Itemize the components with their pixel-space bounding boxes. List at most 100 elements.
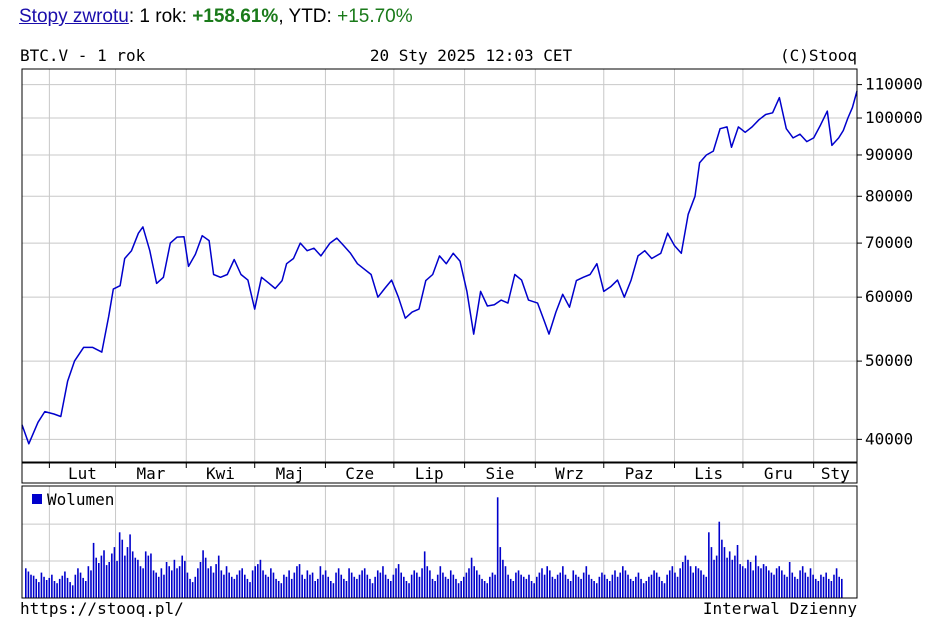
volume-bar	[635, 576, 637, 598]
volume-bar	[246, 578, 249, 598]
volume-bar	[700, 570, 702, 598]
volume-bar	[241, 568, 243, 598]
volume-bar	[324, 570, 327, 598]
volume-bar	[744, 568, 747, 598]
volume-bar	[376, 570, 379, 598]
volume-bar	[118, 532, 121, 598]
volume-bar	[32, 575, 35, 598]
price-plot-frame	[21, 68, 858, 463]
volume-bar	[434, 581, 436, 598]
volume-bar	[290, 578, 293, 598]
volume-bar	[30, 574, 32, 598]
volume-bar	[718, 521, 721, 598]
volume-bar	[504, 566, 507, 598]
volume-bar	[642, 583, 645, 598]
volume-bar	[799, 570, 801, 598]
volume-bar	[366, 574, 369, 598]
volume-bar	[429, 570, 431, 598]
volume-bar	[611, 574, 614, 598]
volume-bar	[51, 574, 53, 598]
volume-legend-swatch	[32, 494, 42, 504]
volume-bar	[457, 583, 460, 598]
copyright-label: (C)Stooq	[780, 46, 857, 65]
volume-bar	[572, 570, 575, 598]
volume-bar	[283, 574, 285, 598]
volume-bar	[494, 574, 496, 598]
volume-bar	[671, 566, 674, 598]
volume-bar	[249, 582, 251, 598]
volume-bar	[27, 571, 30, 598]
period-return-value: +158.61%	[192, 6, 279, 27]
volume-bar	[121, 539, 124, 598]
volume-bar	[562, 566, 564, 598]
price-series	[21, 90, 858, 445]
volume-bar	[645, 581, 648, 598]
volume-bar	[483, 581, 486, 598]
x-tick-label: Paz	[625, 464, 654, 483]
volume-bar	[614, 570, 616, 598]
volume-bar	[204, 557, 207, 598]
x-tick-label: Wrz	[555, 464, 584, 483]
volume-bar	[423, 551, 426, 598]
volume-bar	[215, 564, 217, 598]
volume-bar	[137, 559, 139, 598]
volume-bar	[567, 578, 569, 598]
volume-bar	[272, 572, 275, 598]
x-tick-label: Mar	[136, 464, 165, 483]
returns-link[interactable]: Stopy zwrotu	[19, 6, 129, 27]
volume-bar	[465, 572, 468, 598]
volume-bar	[556, 574, 559, 598]
volume-bar	[801, 566, 804, 598]
volume-bar	[442, 572, 444, 598]
volume-bar	[517, 570, 520, 598]
volume-bar	[530, 581, 533, 598]
volume-bar	[363, 568, 366, 598]
volume-bar	[804, 572, 807, 598]
volume-bar	[569, 581, 572, 598]
volume-bar	[173, 559, 176, 598]
volume-bar	[734, 555, 736, 598]
volume-bar	[814, 578, 817, 598]
volume-bar	[468, 568, 470, 598]
volume-bar	[715, 555, 718, 598]
volume-bar	[170, 570, 173, 598]
volume-bar	[736, 545, 739, 598]
volume-bar	[835, 568, 838, 598]
volume-bar	[408, 583, 410, 598]
volume-bar	[528, 574, 530, 598]
volume-bar	[311, 572, 314, 598]
returns-separator-2: ,	[278, 6, 289, 27]
volume-bar	[705, 576, 708, 598]
volume-bar	[25, 568, 27, 598]
volume-bar	[207, 568, 210, 598]
volume-bar	[79, 572, 82, 598]
volume-bar	[327, 576, 330, 598]
volume-bar	[439, 566, 442, 598]
volume-bar	[335, 572, 337, 598]
volume-bar	[489, 576, 491, 598]
period-label: 1 rok:	[139, 6, 193, 27]
volume-bar	[632, 581, 635, 598]
x-tick-label: Lip	[415, 464, 444, 483]
volume-bar	[314, 581, 316, 598]
volume-bar	[713, 559, 715, 598]
volume-bar	[134, 557, 137, 598]
volume-bar	[43, 576, 45, 598]
volume-bar	[356, 578, 358, 598]
volume-bar	[95, 557, 97, 598]
volume-bar	[721, 539, 723, 598]
volume-bar	[512, 581, 515, 598]
volume-bar	[116, 560, 118, 598]
volume-bar	[507, 574, 509, 598]
volume-bar	[84, 581, 87, 598]
volume-bar	[731, 559, 734, 598]
source-url[interactable]: https://stooq.pl/	[20, 599, 184, 617]
volume-bar	[418, 576, 421, 598]
volume-bar	[470, 557, 473, 598]
x-tick-label: Sie	[486, 464, 515, 483]
volume-bar	[637, 572, 640, 598]
volume-bar	[481, 578, 483, 598]
volume-bar	[197, 568, 199, 598]
volume-bar	[251, 570, 254, 598]
volume-bar	[100, 555, 103, 598]
